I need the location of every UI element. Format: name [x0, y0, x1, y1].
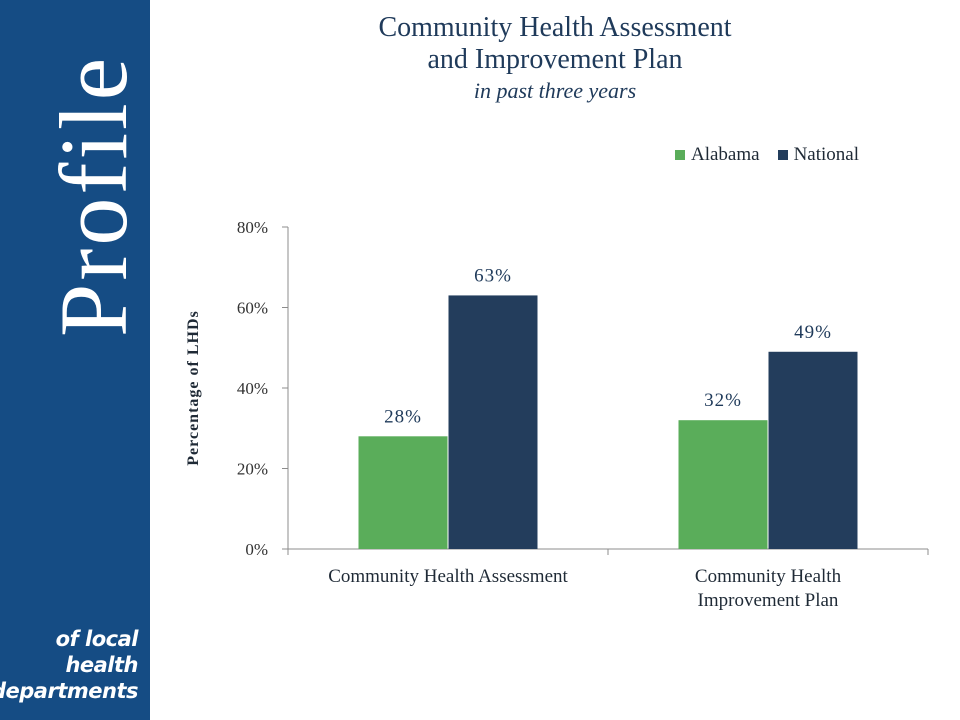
y-tick-label: 0% — [245, 540, 268, 559]
bar-national-1 — [448, 295, 538, 549]
data-label-alabama-1: 28% — [384, 406, 422, 427]
y-axis-title: Percentage of LHDs — [185, 310, 202, 465]
tagline-line-2: health — [65, 653, 138, 677]
legend-label-alabama: Alabama — [691, 144, 760, 165]
chart-title-block: Community Health Assessment and Improvem… — [300, 12, 810, 106]
bar-alabama-1 — [358, 436, 448, 549]
x-category-label: Community Health Assessment — [328, 566, 568, 587]
brand-word-profile: Profile — [40, 55, 147, 337]
tagline-line-1: of local — [55, 627, 139, 651]
y-tick-label: 60% — [237, 299, 268, 318]
brand-word-text: Profile — [40, 55, 147, 337]
y-tick-label: 20% — [237, 460, 268, 479]
data-label-national-2: 49% — [794, 322, 832, 343]
legend-item-national: National — [777, 144, 860, 166]
chart-subtitle: in past three years — [473, 78, 637, 103]
chart-title-line-2: and Improvement Plan — [427, 44, 683, 75]
sidebar: Profile of local health departments — [0, 0, 150, 720]
chart-legend: Alabama National — [675, 144, 859, 166]
chart-title-line-1: Community Health Assessment — [378, 12, 732, 43]
y-tick-label: 80% — [237, 218, 268, 237]
y-tick-label: 40% — [237, 379, 268, 398]
data-label-alabama-2: 32% — [704, 390, 742, 411]
legend-swatch-national — [777, 150, 788, 160]
data-label-national-1: 63% — [474, 265, 512, 286]
tagline: of local health departments — [0, 626, 139, 704]
tagline-line-3: departments — [0, 679, 139, 703]
x-category-label: Community Health — [695, 566, 842, 587]
bar-chart: 0% 20% 40% 60% 80% Percentage of LHDs 28% 63% Co… — [185, 218, 929, 611]
x-category-label: Improvement Plan — [698, 590, 839, 611]
legend-item-alabama: Alabama — [675, 144, 760, 166]
legend-swatch-alabama — [675, 150, 685, 160]
bar-alabama-2 — [678, 420, 768, 549]
bar-national-2 — [768, 351, 858, 549]
legend-label-national: National — [793, 144, 860, 165]
